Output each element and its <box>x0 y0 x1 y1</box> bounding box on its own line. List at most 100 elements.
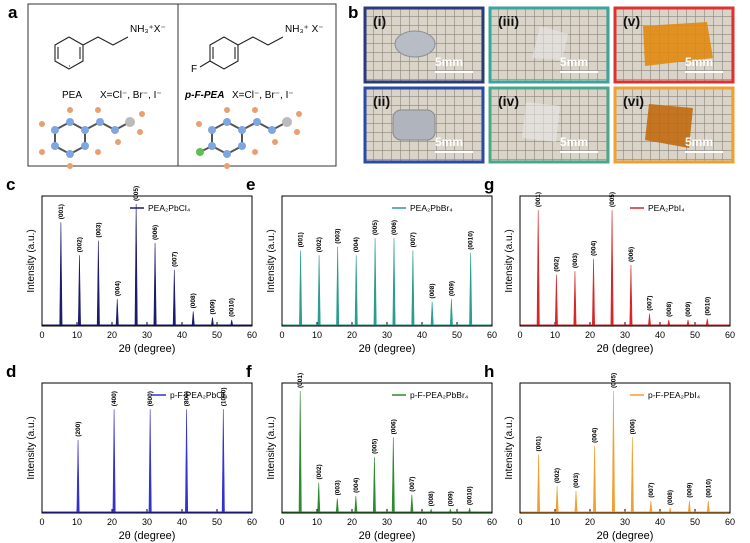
peak-label: (006) <box>628 247 635 262</box>
peak <box>372 456 376 514</box>
x-tick-label: 20 <box>107 517 117 527</box>
x-tick-label: 30 <box>620 330 630 340</box>
peak-label: (1000) <box>220 388 227 407</box>
tile-label: (iv) <box>498 93 519 109</box>
x-tick-label: 50 <box>212 330 222 340</box>
plot-frame <box>41 382 253 514</box>
x-tick-label: 0 <box>39 330 44 340</box>
peak <box>593 445 597 514</box>
tile-label: (v) <box>623 13 640 29</box>
ball-stick-pea <box>39 107 145 169</box>
peak-label: (0010) <box>705 479 712 498</box>
crystal <box>532 26 568 60</box>
peak <box>148 409 152 514</box>
peak <box>299 250 303 327</box>
peak <box>191 311 195 327</box>
x-axis-label: 2θ (degree) <box>119 530 176 542</box>
x-tick-label: 0 <box>517 330 522 340</box>
x-tick-label: 60 <box>487 517 497 527</box>
legend-label: p-F-PEA₂PbCl₄ <box>170 390 228 400</box>
panel-label: b <box>348 3 358 22</box>
peak <box>647 313 652 327</box>
y-axis-label: Intensity (a.u.) <box>504 416 515 479</box>
legend-label: PEA₂PbBr₄ <box>410 203 453 213</box>
peak <box>77 255 81 327</box>
tile-label: (iii) <box>498 13 519 29</box>
panel-label: f <box>246 362 252 381</box>
peak <box>555 486 559 514</box>
peak <box>411 250 415 327</box>
peak <box>429 508 433 514</box>
x-tick-label: 20 <box>107 330 117 340</box>
peak-label: (005) <box>133 186 140 201</box>
plot-frame <box>519 382 731 514</box>
molecule-pea <box>54 36 129 70</box>
peak-label: (003) <box>572 253 579 268</box>
peak-label: (002) <box>553 257 560 272</box>
peak-label: (009) <box>209 299 216 314</box>
peak <box>172 269 176 327</box>
scale-label: 5mm <box>435 135 463 149</box>
peak <box>115 299 119 327</box>
crystal <box>645 104 693 148</box>
x-tick-label: 20 <box>585 517 595 527</box>
peak <box>686 319 690 327</box>
peak <box>537 454 541 514</box>
peak <box>221 409 225 514</box>
scale-label: 5mm <box>685 135 713 149</box>
peak-label: (005) <box>610 373 617 388</box>
x-tick-label: 60 <box>725 517 735 527</box>
peak-label: (005) <box>372 220 379 235</box>
y-axis-label: Intensity (a.u.) <box>504 229 515 292</box>
peak-label: (004) <box>353 478 360 493</box>
peak-label: (004) <box>591 241 598 256</box>
peak <box>317 482 321 514</box>
peak-label: (007) <box>647 296 654 311</box>
peak-label: (400) <box>111 391 118 406</box>
x-tick-label: 10 <box>72 330 82 340</box>
peak <box>705 318 709 327</box>
peak <box>392 238 396 327</box>
peak <box>629 264 633 327</box>
x-tick-label: 30 <box>142 517 152 527</box>
peak <box>469 252 473 327</box>
plot-frame <box>41 195 253 327</box>
x-axis-label: 2θ (degree) <box>119 343 176 355</box>
scale-label: 5mm <box>560 135 588 149</box>
peak-label: (007) <box>409 477 416 492</box>
peak-label: (008) <box>666 302 673 317</box>
peak <box>59 222 63 327</box>
panel-label: d <box>6 362 16 381</box>
x-tick-label: 0 <box>517 517 522 527</box>
formula: NH₃⁺X⁻ <box>130 24 166 35</box>
plot-frame <box>519 195 731 327</box>
x-tick-label: 40 <box>655 517 665 527</box>
x-tick-label: 40 <box>417 517 427 527</box>
peak-label: (008) <box>667 490 674 505</box>
x-tick-label: 40 <box>177 330 187 340</box>
ball-stick-pf-pea <box>196 107 302 169</box>
peak-label: (004) <box>592 428 599 443</box>
peak <box>591 258 596 327</box>
halides: X=Cl⁻, Br⁻, I⁻ <box>232 90 294 101</box>
peak-label: (001) <box>536 436 543 451</box>
scale-label: 5mm <box>560 55 588 69</box>
peak-label: (006) <box>152 225 159 240</box>
peak-label: (007) <box>648 483 655 498</box>
peak <box>210 317 214 327</box>
legend-label: PEA₂PbCl₄ <box>148 203 191 213</box>
molecule-pf-pea <box>199 36 284 70</box>
peak-label: (004) <box>353 237 360 252</box>
photo-tile: (vi) 5mm <box>613 86 735 164</box>
legend-label: p-F-PEA₂PbI₄ <box>648 390 701 400</box>
peak-label: (002) <box>554 468 561 483</box>
photo-tile: (iii) 5mm <box>488 6 610 84</box>
x-tick-label: 0 <box>279 330 284 340</box>
x-tick-label: 20 <box>347 517 357 527</box>
x-tick-label: 60 <box>247 517 257 527</box>
peak <box>667 319 671 327</box>
plot-frame <box>281 382 493 514</box>
legend-label: p-F-PEA₂PbBr₄ <box>410 390 469 400</box>
crystal <box>392 109 436 141</box>
x-tick-label: 0 <box>39 517 44 527</box>
